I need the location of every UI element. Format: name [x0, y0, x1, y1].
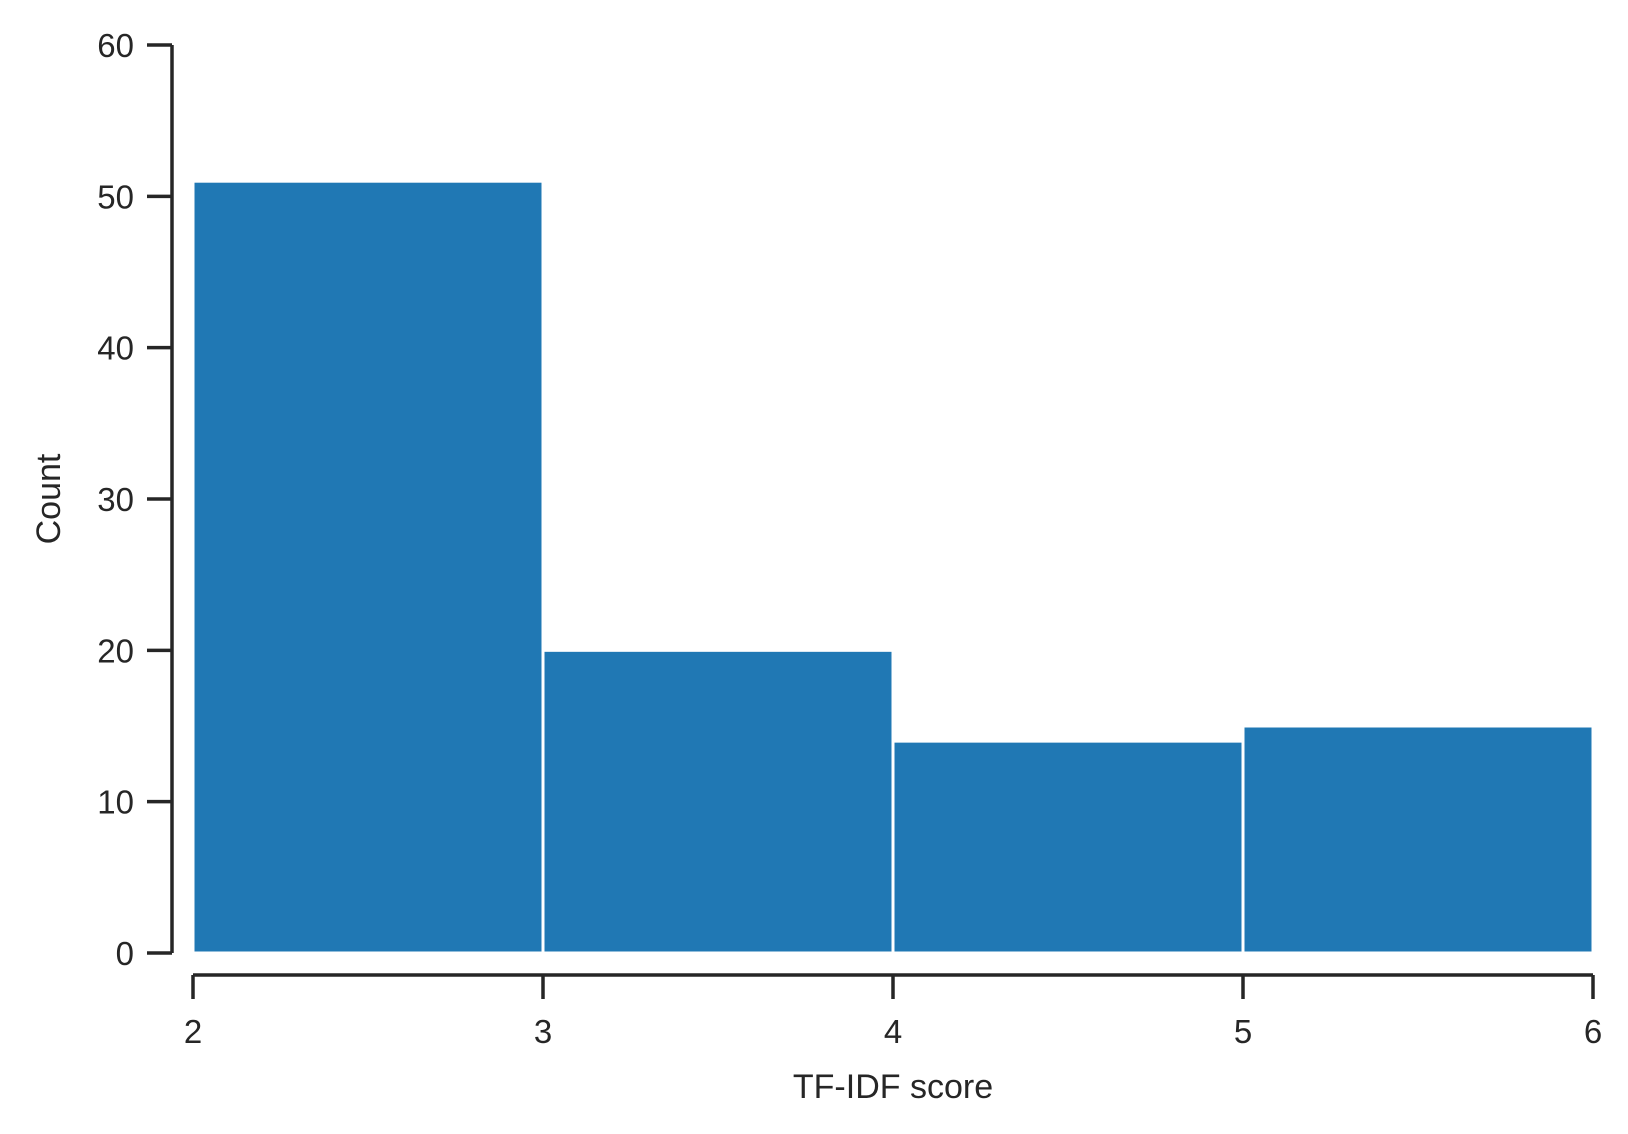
y-tick-label: 20 [97, 632, 134, 669]
x-axis: 2 3 4 5 6 [184, 973, 1602, 1050]
x-tick-label: 5 [1234, 1013, 1252, 1050]
y-axis: 0 10 20 30 40 50 60 [97, 27, 174, 972]
y-tick-label: 60 [97, 27, 134, 64]
x-tick-label: 6 [1584, 1013, 1602, 1050]
y-tick-label: 30 [97, 481, 134, 518]
x-tick-label: 4 [884, 1013, 902, 1050]
x-tick-label: 2 [184, 1013, 202, 1050]
bars-layer [191, 179, 1595, 955]
y-tick-label: 0 [116, 935, 134, 972]
x-tick-label: 3 [534, 1013, 552, 1050]
histogram-bar [541, 648, 895, 955]
histogram-bar [191, 179, 545, 955]
histogram-bar [1241, 724, 1595, 955]
y-axis-label: Count [30, 453, 68, 544]
y-tick-label: 10 [97, 784, 134, 821]
histogram-bar [891, 739, 1245, 955]
x-axis-label: TF-IDF score [793, 1068, 993, 1106]
y-tick-label: 40 [97, 330, 134, 367]
y-tick-label: 50 [97, 178, 134, 215]
